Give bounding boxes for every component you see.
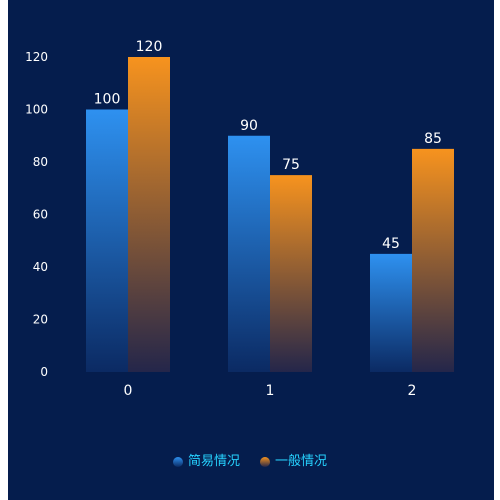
bar-series-1-cat-2[interactable] bbox=[412, 148, 454, 372]
legend: 简易情况 一般情况 bbox=[0, 452, 500, 472]
y-tick-label: 120 bbox=[25, 50, 48, 64]
x-tick-label: 1 bbox=[266, 383, 275, 399]
y-tick-label: 20 bbox=[33, 313, 48, 327]
x-axis: 0 1 2 bbox=[124, 383, 417, 399]
y-tick-label: 60 bbox=[33, 208, 48, 222]
legend-label-series-1: 一般情况 bbox=[275, 454, 328, 469]
bar-series-0-cat-1[interactable] bbox=[228, 135, 270, 372]
data-label-series-0-cat-2: 45 bbox=[382, 236, 400, 252]
y-tick-label: 100 bbox=[25, 103, 48, 117]
data-labels-group: 100 120 90 75 45 85 bbox=[94, 39, 442, 252]
legend-swatch-series-0 bbox=[172, 457, 183, 467]
y-tick-label: 40 bbox=[33, 260, 48, 274]
bar-series-1-cat-0[interactable] bbox=[128, 57, 170, 372]
y-tick-label: 0 bbox=[40, 365, 48, 379]
y-axis: 0 20 40 60 80 100 120 bbox=[25, 50, 48, 379]
legend-item-series-1[interactable]: 一般情况 bbox=[260, 452, 327, 472]
legend-item-series-0[interactable]: 简易情况 bbox=[172, 452, 240, 472]
bar-series-0-cat-0[interactable] bbox=[86, 109, 128, 373]
data-label-series-1-cat-0: 120 bbox=[136, 39, 163, 55]
x-tick-label: 0 bbox=[124, 383, 133, 399]
bars-group bbox=[86, 57, 454, 372]
y-tick-label: 80 bbox=[33, 155, 48, 169]
legend-label-series-0: 简易情况 bbox=[187, 454, 240, 469]
x-tick-label: 2 bbox=[408, 383, 417, 399]
legend-swatch-series-1 bbox=[260, 457, 270, 467]
data-label-series-0-cat-1: 90 bbox=[240, 118, 258, 134]
data-label-series-1-cat-2: 85 bbox=[424, 131, 442, 147]
bar-series-1-cat-1[interactable] bbox=[270, 175, 312, 372]
data-label-series-1-cat-1: 75 bbox=[282, 157, 300, 173]
data-label-series-0-cat-0: 100 bbox=[94, 92, 121, 108]
bar-series-0-cat-2[interactable] bbox=[370, 253, 412, 372]
